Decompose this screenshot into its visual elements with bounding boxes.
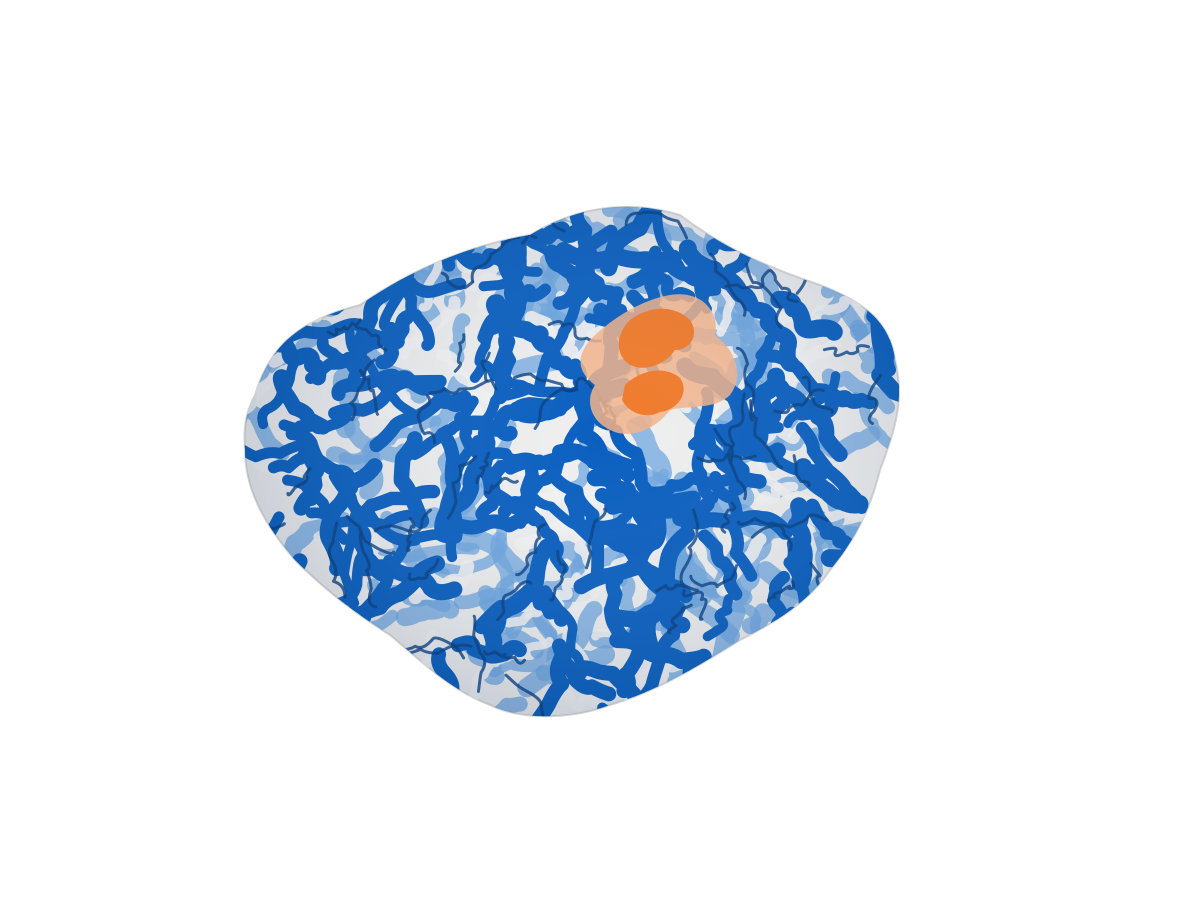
gyrus-fold <box>301 616 363 673</box>
gyrus-fold <box>298 652 318 704</box>
gyrus-fold <box>282 206 327 218</box>
gyrus-fold <box>839 525 900 562</box>
gyrus-fold <box>483 206 523 239</box>
gyrus-fold <box>244 670 262 717</box>
gyrus-fold <box>273 241 332 281</box>
gyrus-fold <box>395 664 436 714</box>
gyrus-fold <box>423 705 471 717</box>
gyrus-fold <box>873 701 900 717</box>
gyrus-fold <box>319 613 354 689</box>
gyrus-fold <box>380 687 420 717</box>
gyrus-fold <box>881 600 900 643</box>
gyrus-fold <box>253 619 306 636</box>
gyrus-fold <box>244 623 265 693</box>
gyrus-fold <box>818 622 842 672</box>
gyrus-fold <box>335 206 378 280</box>
gyrus-fold <box>758 666 822 717</box>
gyrus-fold <box>248 307 303 345</box>
gyrus-fold <box>258 553 308 636</box>
gyrus-fold <box>813 627 900 677</box>
gyrus-fold <box>886 626 900 712</box>
gyrus-fold <box>637 700 720 717</box>
gyrus-fold <box>300 712 397 717</box>
gyrus-fold <box>441 206 546 232</box>
gyrus-fold <box>782 230 814 277</box>
gyrus-fold <box>341 666 376 717</box>
gyrus-fold <box>356 206 380 291</box>
gyrus-fold <box>814 651 842 717</box>
gyrus-fold <box>371 669 397 717</box>
gyrus-fold <box>732 224 804 261</box>
gyrus-fold <box>624 685 670 717</box>
gyrus-fold <box>844 268 887 296</box>
gyrus-fold <box>864 227 900 327</box>
gyrus-fold <box>839 541 900 564</box>
gyrus-fold <box>719 712 771 717</box>
gyrus-fold <box>877 555 900 573</box>
gyrus-fold <box>750 206 866 251</box>
gyrus-fold <box>356 686 381 717</box>
gyrus-fold <box>333 213 391 242</box>
gyrus-fold <box>833 609 857 694</box>
gyrus-fold <box>301 206 347 231</box>
gyrus-fold <box>336 216 392 271</box>
gyrus-fold <box>303 240 376 321</box>
gyrus-fold <box>820 548 900 579</box>
gyrus-fold <box>306 206 349 281</box>
gyrus-fold <box>288 617 324 659</box>
gyrus-fold <box>329 221 372 277</box>
gyrus-fold <box>726 206 833 233</box>
gyrus-fold <box>480 206 538 239</box>
gyrus-fold <box>318 249 339 305</box>
gyrus-fold <box>326 688 435 717</box>
gyrus-fold <box>306 648 355 683</box>
gyrus-fold <box>682 660 756 717</box>
gyrus-fold <box>716 644 820 684</box>
gyrus-fold <box>244 231 291 267</box>
surface-shading <box>244 206 900 717</box>
gyrus-fold <box>278 206 372 243</box>
gyrus-fold <box>304 239 345 303</box>
gyrus-fold <box>597 700 685 717</box>
gyrus-fold <box>872 505 900 570</box>
gyrus-fold <box>320 206 362 239</box>
gyrus-fold <box>641 691 667 717</box>
gyrus-fold <box>830 658 865 717</box>
gyrus-fold <box>764 684 834 717</box>
gyrus-fold <box>870 244 900 304</box>
gyrus-fold <box>244 638 314 697</box>
gyrus-fold <box>389 229 436 276</box>
gyrus-fold <box>333 250 401 273</box>
gyrus-fold <box>709 206 773 224</box>
gyrus-fold <box>793 206 882 232</box>
gyrus-fold <box>283 599 296 641</box>
gyrus-fold <box>307 243 357 268</box>
gyrus-fold <box>288 657 352 708</box>
gyrus-fold <box>793 677 862 717</box>
gyrus-fold <box>437 699 465 717</box>
gyrus-fold <box>266 214 322 231</box>
gyrus-fold <box>888 335 900 381</box>
gyrus-fold <box>845 276 900 308</box>
gyrus-fold <box>301 671 325 717</box>
